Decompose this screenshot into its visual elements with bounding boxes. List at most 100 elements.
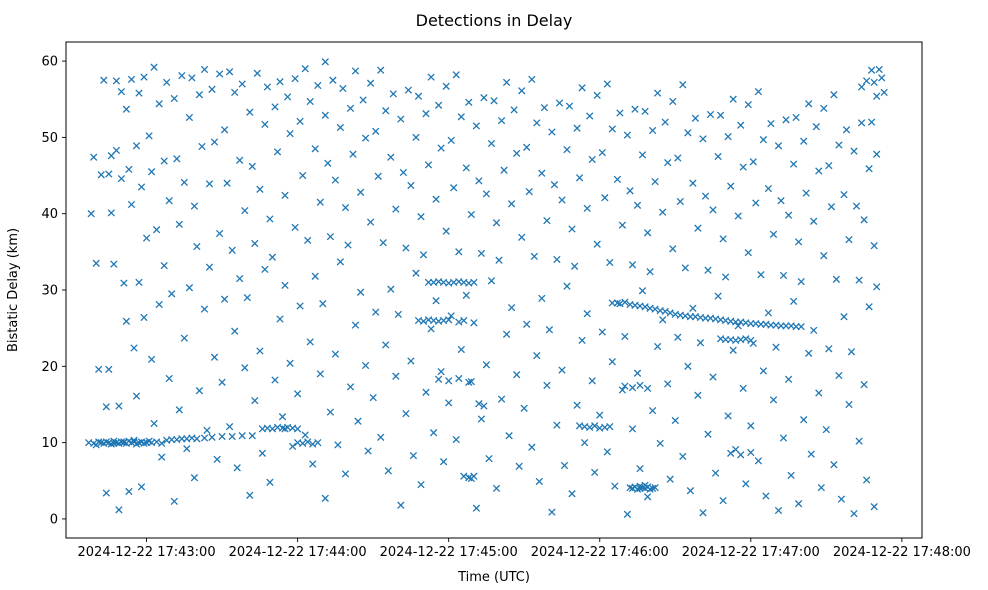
data-point-marker [734,322,742,330]
x-axis-label: Time (UTC) [457,570,530,585]
data-point-marker [482,190,491,198]
data-point-marker [439,458,448,466]
data-point-marker [676,197,684,206]
data-point-marker [306,338,314,346]
data-point-marker [520,404,528,412]
data-point-marker [351,321,360,329]
data-point-marker [593,240,601,248]
data-point-marker [598,148,606,157]
data-point-marker [185,113,194,122]
data-point-marker [817,483,825,492]
data-point-marker [643,493,652,501]
data-point-marker [626,187,634,195]
data-point-marker [727,182,735,190]
data-point-marker [233,464,241,472]
data-point-marker [807,450,815,458]
data-point-marker [621,382,629,390]
data-point-marker [835,371,843,380]
y-tick-label: 10 [41,436,58,451]
data-point-marker [679,452,687,461]
data-point-marker [316,370,324,378]
data-point-marker [759,367,768,375]
data-point-marker [865,165,873,173]
data-point-marker [596,411,604,419]
data-point-marker [588,155,596,164]
data-point-marker [850,509,858,518]
data-point-marker [168,290,176,298]
data-point-marker [127,200,136,209]
data-point-marker [598,328,606,336]
data-point-marker [316,198,324,206]
data-point-marker [256,347,264,355]
data-point-marker [628,384,637,392]
data-point-marker [628,425,637,433]
data-point-marker [583,204,591,213]
data-point-marker [666,309,674,317]
data-point-marker [87,210,95,218]
data-point-marker [631,105,639,113]
data-point-marker [825,161,833,170]
data-point-marker [314,438,322,447]
data-point-marker [782,116,790,124]
data-point-marker [377,433,385,441]
data-point-marker [570,262,579,270]
data-point-marker [437,367,445,376]
data-point-marker [694,391,702,399]
data-point-marker [467,474,475,483]
data-point-marker [382,107,390,115]
data-point-marker [643,384,652,393]
data-point-marker [591,468,599,477]
data-point-marker [304,236,312,245]
data-point-marker [238,80,246,88]
data-point-marker [331,350,340,358]
data-point-marker [857,119,866,127]
data-point-marker [797,322,805,331]
y-tick-label: 0 [50,512,58,527]
data-point-marker [681,264,689,272]
data-point-marker [674,333,682,341]
data-point-marker [369,393,377,402]
data-point-marker [155,300,163,309]
data-point-marker [830,461,838,469]
data-point-marker [251,396,259,405]
data-point-marker [787,471,795,480]
data-point-marker [246,108,254,116]
data-point-marker [281,281,289,290]
data-point-marker [460,316,468,325]
data-point-marker [616,109,624,117]
data-point-marker [407,181,415,190]
data-point-marker [558,196,566,204]
data-point-marker [278,413,287,421]
data-point-marker [304,438,312,446]
data-point-marker [309,460,317,468]
data-point-marker [666,475,674,483]
data-point-marker [507,303,516,312]
data-point-marker [805,349,813,357]
data-point-marker [276,315,284,323]
data-point-marker [465,378,473,386]
data-point-marker [709,373,717,381]
data-point-marker [218,378,226,386]
data-point-marker [394,310,402,319]
data-point-marker [105,365,113,374]
data-point-marker [606,258,614,267]
data-point-marker [296,117,304,126]
data-point-marker [472,122,481,130]
data-point-marker [389,90,397,98]
data-point-marker [842,126,851,134]
data-point-marker [865,303,873,311]
data-point-marker [878,74,886,82]
data-point-marker [739,163,747,171]
data-point-marker [477,249,486,258]
data-point-marker [301,431,309,439]
data-point-marker [223,179,231,187]
data-point-marker [724,132,732,141]
data-point-marker [225,422,234,431]
data-point-marker [664,158,672,167]
data-point-marker [507,200,516,208]
data-point-marker [860,380,868,389]
data-point-marker [175,406,183,414]
data-point-marker [465,98,473,106]
data-point-marker [462,291,470,299]
